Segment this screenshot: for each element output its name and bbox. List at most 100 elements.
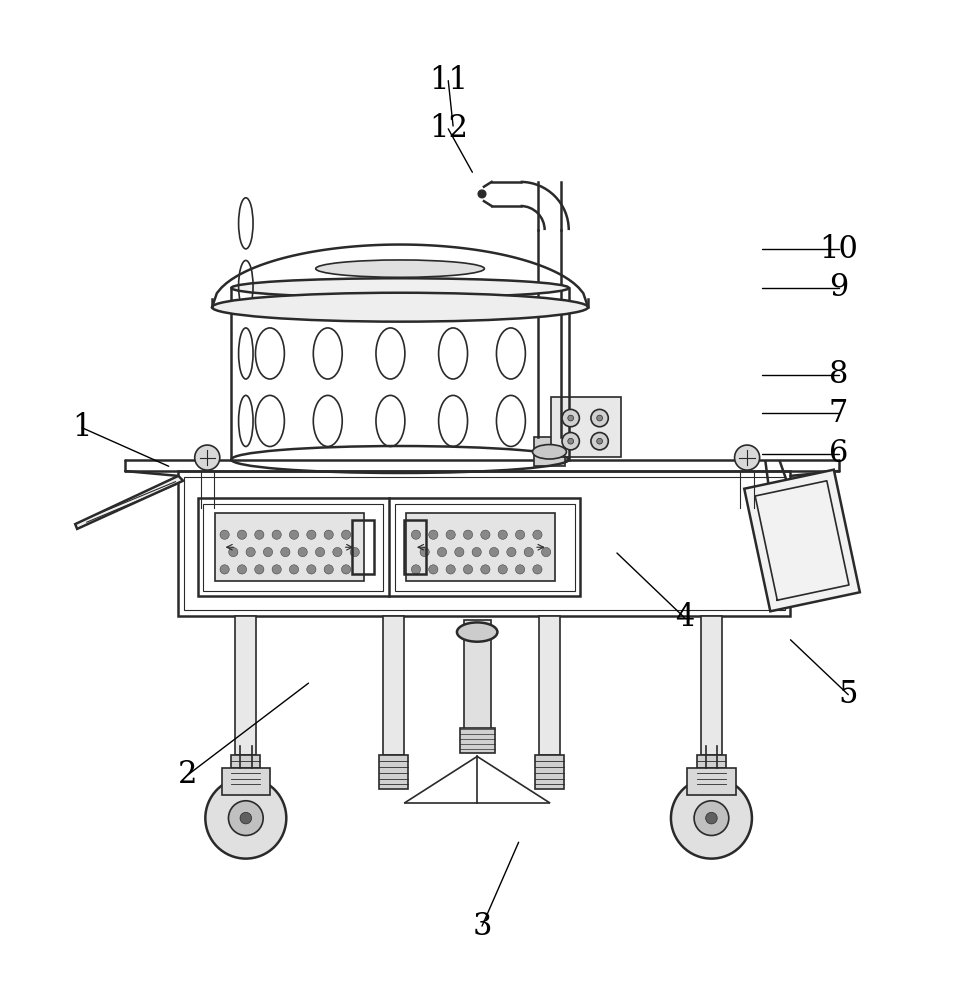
Circle shape: [298, 547, 308, 557]
Circle shape: [490, 547, 498, 557]
Circle shape: [412, 565, 420, 574]
Circle shape: [478, 190, 486, 198]
Circle shape: [272, 530, 281, 539]
Circle shape: [498, 530, 507, 539]
Ellipse shape: [316, 260, 484, 277]
Polygon shape: [75, 476, 183, 529]
Bar: [231, 755, 260, 789]
Polygon shape: [744, 470, 860, 611]
Circle shape: [333, 547, 342, 557]
Bar: [407, 513, 555, 581]
Text: 3: 3: [472, 911, 492, 942]
Circle shape: [481, 530, 490, 539]
Circle shape: [516, 565, 524, 574]
Circle shape: [324, 565, 334, 574]
Circle shape: [254, 565, 264, 574]
Circle shape: [429, 565, 438, 574]
Bar: [460, 728, 495, 753]
Circle shape: [706, 812, 717, 824]
Ellipse shape: [457, 622, 497, 642]
Circle shape: [694, 801, 729, 835]
Circle shape: [568, 438, 574, 444]
Circle shape: [307, 530, 316, 539]
Text: 7: 7: [829, 398, 848, 429]
Bar: [184, 477, 785, 610]
Circle shape: [220, 565, 229, 574]
Circle shape: [246, 547, 255, 557]
Bar: [222, 768, 270, 795]
Bar: [535, 755, 564, 789]
Bar: [395, 504, 575, 591]
Circle shape: [272, 565, 281, 574]
Circle shape: [446, 530, 455, 539]
Bar: [353, 520, 374, 574]
Bar: [534, 437, 565, 466]
Circle shape: [237, 530, 247, 539]
Bar: [697, 755, 726, 789]
Ellipse shape: [212, 293, 588, 322]
Circle shape: [464, 565, 472, 574]
Text: 10: 10: [819, 234, 858, 265]
Bar: [379, 755, 408, 789]
Circle shape: [562, 409, 579, 427]
Circle shape: [597, 415, 602, 421]
Circle shape: [412, 530, 420, 539]
Ellipse shape: [532, 445, 567, 459]
Circle shape: [228, 547, 238, 557]
Circle shape: [671, 778, 752, 859]
Circle shape: [568, 415, 574, 421]
Circle shape: [446, 565, 455, 574]
Circle shape: [472, 547, 481, 557]
Circle shape: [289, 530, 299, 539]
Text: 11: 11: [429, 65, 468, 96]
Circle shape: [205, 778, 286, 859]
Circle shape: [533, 565, 542, 574]
Circle shape: [429, 530, 438, 539]
Circle shape: [516, 530, 524, 539]
Bar: [687, 768, 736, 795]
Text: 2: 2: [178, 759, 198, 790]
Circle shape: [498, 565, 507, 574]
Circle shape: [350, 547, 360, 557]
Circle shape: [237, 565, 247, 574]
Circle shape: [341, 530, 351, 539]
Circle shape: [524, 547, 533, 557]
Circle shape: [735, 445, 760, 470]
Text: 1: 1: [72, 412, 92, 443]
Circle shape: [228, 801, 263, 835]
Circle shape: [507, 547, 516, 557]
Circle shape: [597, 438, 602, 444]
Circle shape: [254, 530, 264, 539]
Circle shape: [591, 433, 608, 450]
Bar: [551, 397, 621, 457]
Text: 9: 9: [829, 272, 848, 303]
Circle shape: [533, 530, 542, 539]
Text: 5: 5: [839, 679, 858, 710]
Text: 6: 6: [829, 438, 848, 469]
Circle shape: [307, 565, 316, 574]
Text: 12: 12: [429, 113, 468, 144]
Bar: [178, 471, 790, 616]
Circle shape: [281, 547, 290, 557]
Bar: [405, 520, 426, 574]
Bar: [203, 504, 383, 591]
Circle shape: [289, 565, 299, 574]
Ellipse shape: [231, 278, 569, 298]
Circle shape: [542, 547, 550, 557]
Circle shape: [240, 812, 252, 824]
Circle shape: [341, 565, 351, 574]
Text: 4: 4: [675, 602, 694, 633]
Circle shape: [315, 547, 325, 557]
Circle shape: [195, 445, 220, 470]
Circle shape: [455, 547, 464, 557]
Circle shape: [591, 409, 608, 427]
Text: 8: 8: [829, 359, 848, 390]
Bar: [235, 616, 256, 755]
Circle shape: [562, 433, 579, 450]
Circle shape: [438, 547, 446, 557]
Bar: [539, 616, 560, 755]
Bar: [215, 513, 363, 581]
Bar: [464, 620, 491, 731]
Circle shape: [481, 565, 490, 574]
Circle shape: [464, 530, 472, 539]
